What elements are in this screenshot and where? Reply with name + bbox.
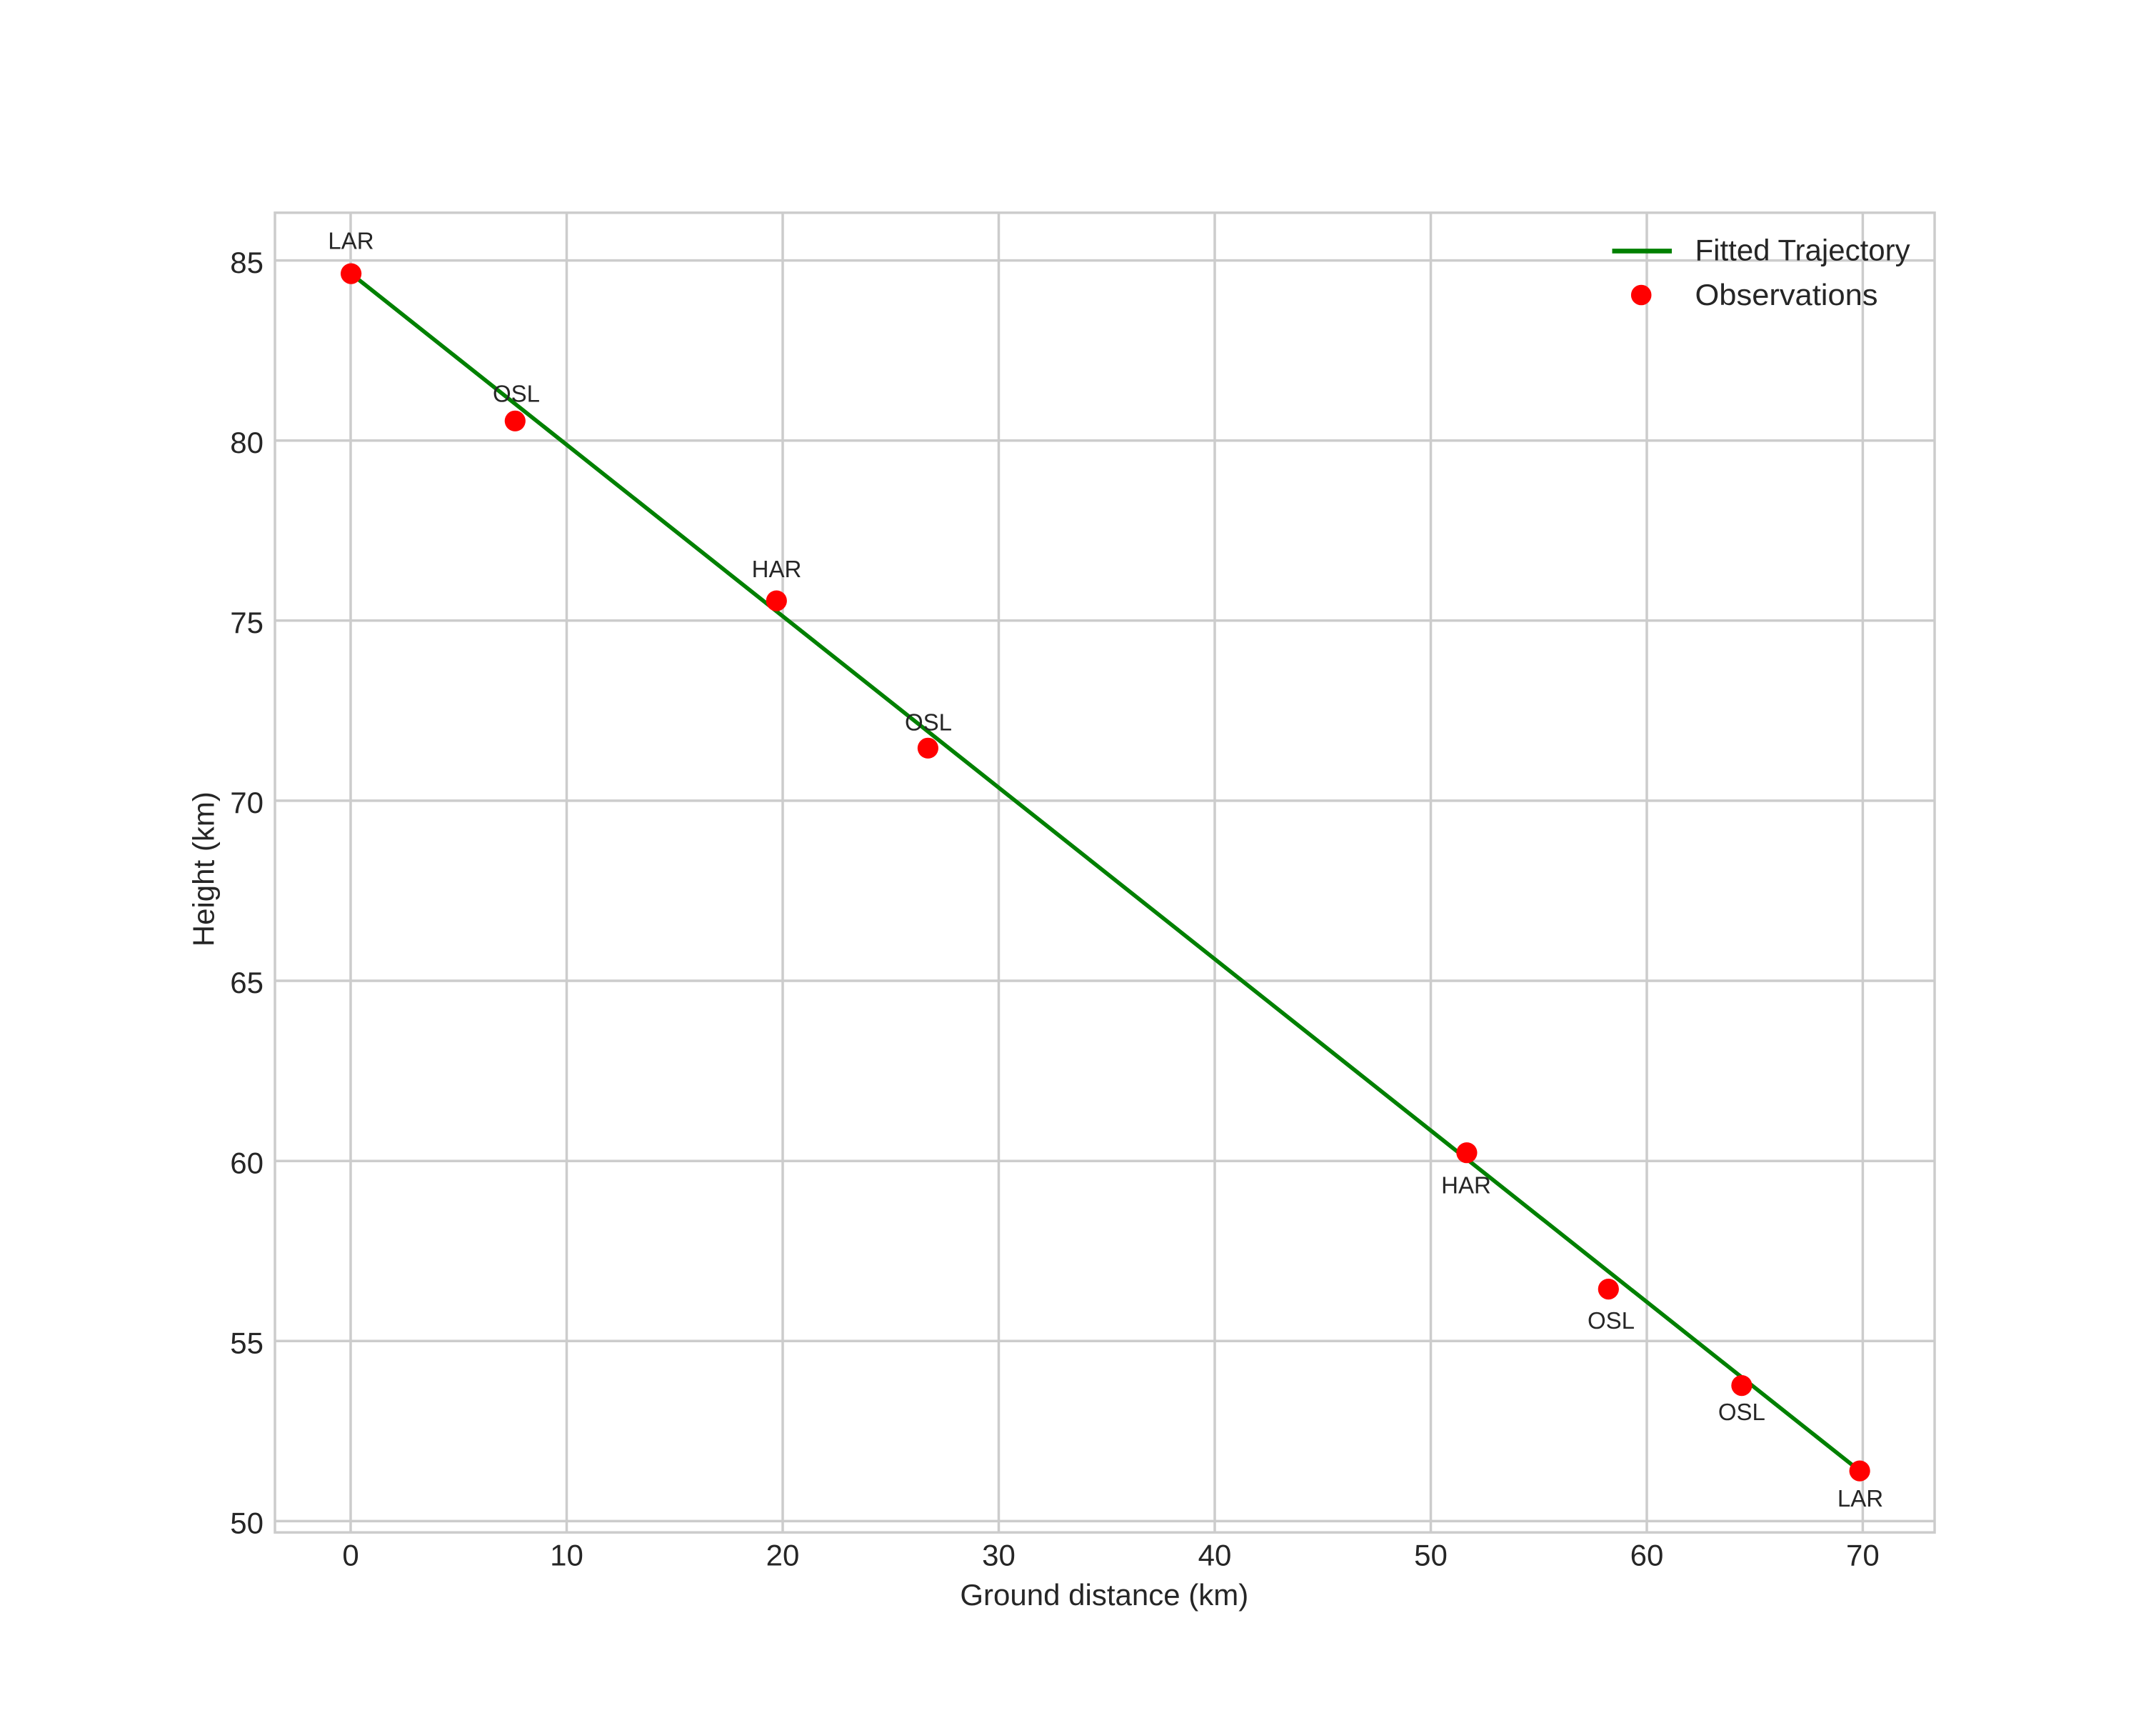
svg-text:75: 75 (230, 606, 264, 639)
svg-text:LAR: LAR (1837, 1485, 1883, 1512)
svg-text:OSL: OSL (493, 381, 540, 407)
svg-text:0: 0 (342, 1538, 359, 1572)
svg-text:Ground distance (km): Ground distance (km) (960, 1578, 1248, 1612)
svg-text:80: 80 (230, 426, 264, 459)
svg-text:Fitted Trajectory: Fitted Trajectory (1695, 234, 1910, 267)
svg-text:85: 85 (230, 246, 264, 279)
svg-text:50: 50 (1414, 1538, 1448, 1572)
svg-text:30: 30 (982, 1538, 1016, 1572)
svg-text:LAR: LAR (328, 228, 373, 254)
svg-text:60: 60 (1630, 1538, 1664, 1572)
svg-text:50: 50 (230, 1507, 264, 1540)
svg-text:65: 65 (230, 966, 264, 999)
svg-text:20: 20 (766, 1538, 800, 1572)
svg-text:HAR: HAR (1441, 1172, 1491, 1199)
svg-text:HAR: HAR (752, 556, 802, 582)
svg-text:OSL: OSL (1588, 1307, 1635, 1334)
svg-text:40: 40 (1198, 1538, 1232, 1572)
svg-text:70: 70 (230, 786, 264, 819)
svg-text:Observations: Observations (1695, 278, 1878, 311)
svg-text:10: 10 (550, 1538, 583, 1572)
svg-text:OSL: OSL (905, 709, 952, 736)
svg-text:70: 70 (1846, 1538, 1880, 1572)
svg-text:Height (km): Height (km) (187, 791, 221, 947)
svg-text:60: 60 (230, 1146, 264, 1179)
svg-text:55: 55 (230, 1327, 264, 1360)
svg-text:OSL: OSL (1718, 1399, 1765, 1425)
